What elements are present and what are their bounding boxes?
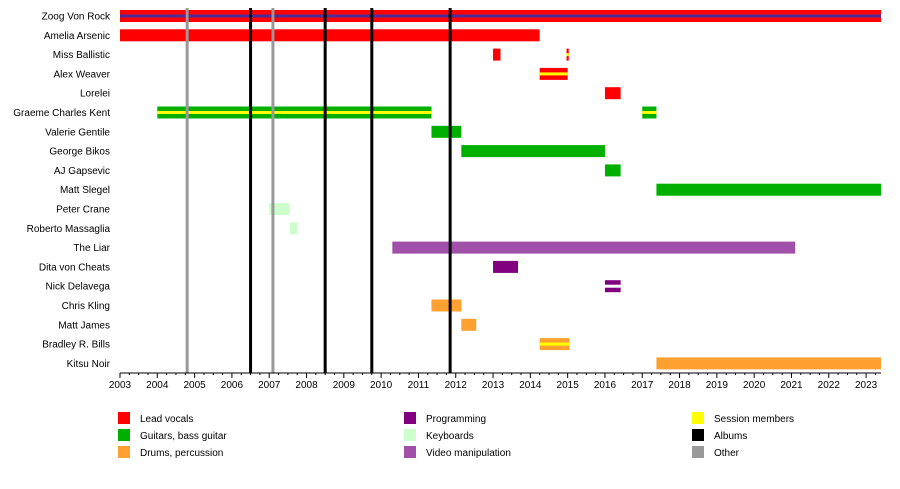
member-label: Lorelei	[80, 89, 110, 100]
x-tick-label: 2003	[109, 380, 132, 391]
member-label: Graeme Charles Kent	[13, 108, 110, 119]
x-tick-label: 2013	[482, 380, 505, 391]
member-bar	[656, 357, 881, 370]
member-label: Bradley R. Bills	[42, 340, 110, 351]
legend: Lead vocals Programming Session members Gui…	[118, 412, 794, 459]
member-bar	[604, 87, 621, 100]
x-tick-label: 2015	[557, 380, 580, 391]
member-bar-stripe	[120, 14, 881, 18]
x-tick-label: 2014	[519, 380, 542, 391]
member-bar	[461, 318, 477, 331]
member-bar-stripe	[157, 111, 432, 114]
member-label: Zoog Von Rock	[42, 12, 111, 23]
x-tick-label: 2017	[631, 380, 654, 391]
member-label: Nick Delavega	[46, 282, 111, 293]
legend-label: Video manipulation	[426, 448, 511, 459]
member-label: AJ Gapsevic	[54, 166, 110, 177]
legend-label: Session members	[714, 414, 794, 425]
member-label: Miss Ballistic	[53, 50, 110, 61]
x-tick-label: 2016	[594, 380, 617, 391]
x-tick-label: 2007	[258, 380, 281, 391]
member-bar	[120, 29, 540, 42]
x-tick-label: 2009	[333, 380, 356, 391]
x-tick-label: 2022	[818, 380, 841, 391]
member-label: The Liar	[73, 243, 110, 254]
member-bar	[493, 48, 501, 61]
member-bar	[431, 299, 462, 312]
x-tick-label: 2020	[743, 380, 766, 391]
legend-swatch	[404, 446, 416, 458]
member-label: Matt James	[58, 320, 110, 331]
member-label: Matt Slegel	[60, 185, 110, 196]
x-tick-label: 2019	[706, 380, 729, 391]
member-bar	[493, 260, 519, 273]
legend-label: Drums, percussion	[140, 448, 223, 459]
member-bar-stripe	[566, 53, 569, 57]
legend-label: Albums	[714, 431, 747, 442]
member-bar	[392, 241, 796, 254]
legend-swatch	[692, 429, 704, 441]
legend-label: Other	[714, 448, 740, 459]
member-label: George Bikos	[49, 147, 110, 158]
member-label: Valerie Gentile	[45, 127, 110, 138]
legend-label: Programming	[426, 414, 486, 425]
member-bar	[604, 164, 621, 177]
member-label: Roberto Massaglia	[27, 224, 111, 235]
x-tick-label: 2006	[221, 380, 244, 391]
event-lines-layer	[185, 8, 452, 373]
x-tick-label: 2011	[408, 380, 430, 391]
legend-swatch	[404, 412, 416, 424]
x-tick-label: 2005	[183, 380, 206, 391]
legend-label: Keyboards	[426, 431, 474, 442]
member-bar	[656, 183, 881, 196]
legend-swatch	[118, 429, 130, 441]
x-tick-label: 2010	[370, 380, 393, 391]
x-axis: 2003 2004 2005 2006 2007 2008 2009 2010 2011 2012…	[109, 372, 881, 391]
legend-swatch	[118, 412, 130, 424]
member-bar-stripe	[642, 111, 657, 114]
member-bar-stripe	[604, 284, 621, 288]
x-tick-label: 2018	[668, 380, 691, 391]
member-label: Alex Weaver	[53, 69, 110, 80]
member-label: Kitsu Noir	[67, 359, 111, 370]
member-label: Amelia Arsenic	[44, 31, 110, 42]
member-label: Peter Crane	[56, 205, 110, 216]
legend-swatch	[118, 446, 130, 458]
x-tick-label: 2008	[295, 380, 318, 391]
x-tick-label: 2021	[780, 380, 803, 391]
member-label: Chris Kling	[62, 301, 110, 312]
member-bar-stripe	[539, 72, 568, 76]
member-bar	[289, 222, 298, 235]
member-label: Dita von Cheats	[39, 262, 110, 273]
legend-swatch	[404, 429, 416, 441]
x-tick-label: 2012	[445, 380, 468, 391]
member-bar	[431, 125, 462, 138]
member-bar	[461, 145, 605, 158]
legend-label: Lead vocals	[140, 414, 193, 425]
member-bar-stripe	[539, 342, 570, 346]
member-labels-layer: Zoog Von Rock Amelia Arsenic Miss Ballisti…	[13, 12, 111, 370]
legend-swatch	[692, 412, 704, 424]
legend-label: Guitars, bass guitar	[140, 431, 227, 442]
member-bars-layer	[120, 10, 881, 370]
legend-swatch	[692, 446, 704, 458]
x-tick-label: 2023	[855, 380, 878, 391]
x-tick-label: 2004	[146, 380, 169, 391]
